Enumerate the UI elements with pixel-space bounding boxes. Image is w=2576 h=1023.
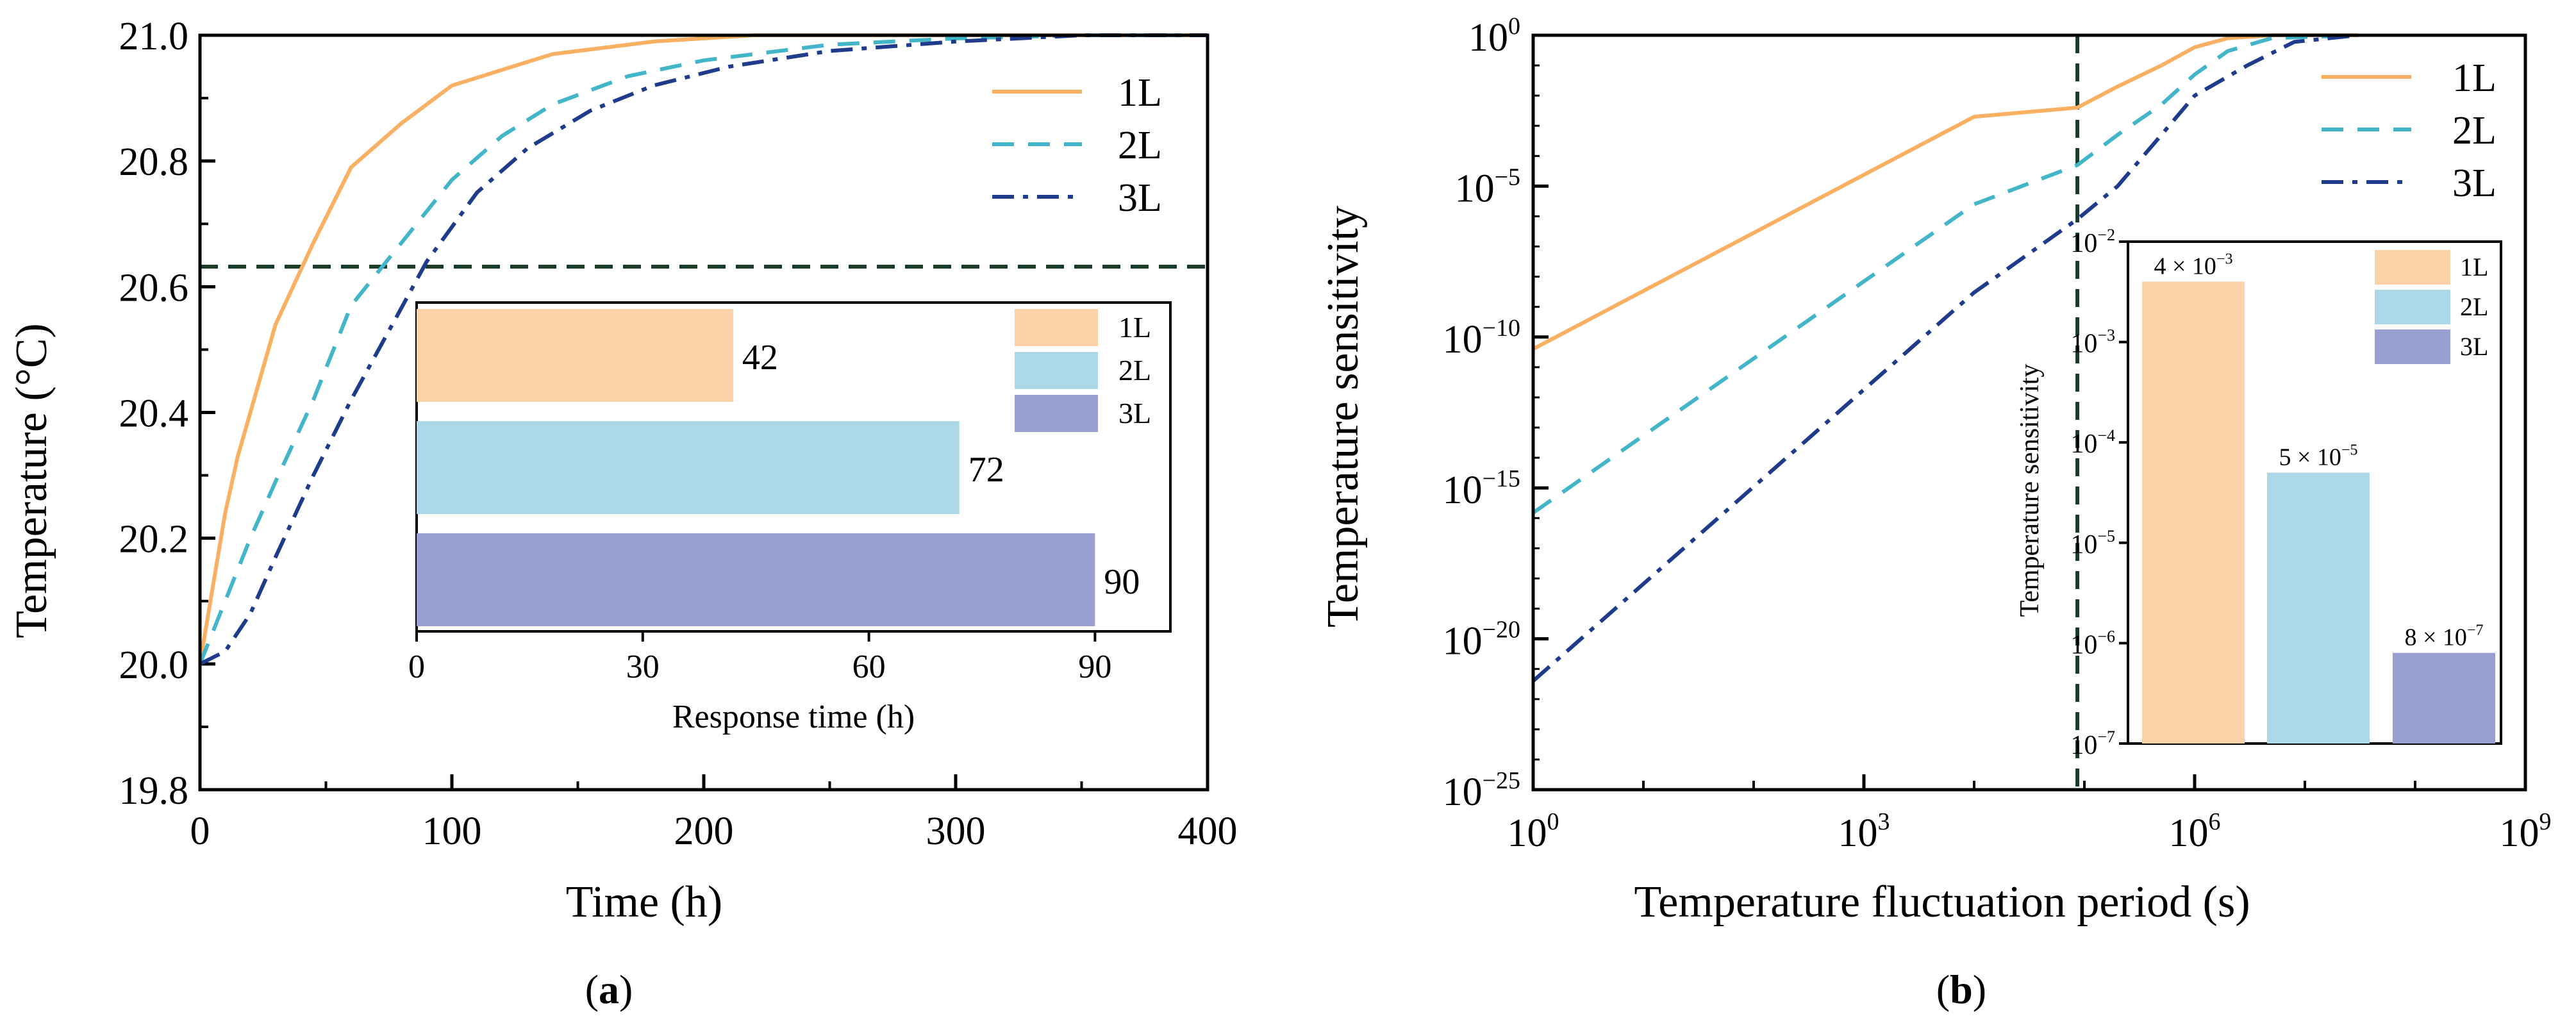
panel-a-inset-response-time: 42 72 90 0 30 60 90 Response time (h) 1L 2L 3L: [408, 301, 1172, 735]
inset-a-bar-2L: [417, 421, 960, 514]
x-tick-label: 100: [422, 810, 482, 853]
x-tick-label: 0: [190, 810, 210, 853]
inset-a-legend-swatch-1L: [1015, 309, 1098, 346]
y-tick-label: 10−5: [1455, 163, 1520, 210]
inset-a-legend-swatch-3L: [1015, 395, 1098, 432]
inset-a-bar-1L: [417, 309, 733, 402]
inset-a-bar-value-label: 42: [742, 338, 778, 378]
inset-a-bar-value-label: 90: [1104, 562, 1140, 602]
panel-a-y-axis-label: Temperature (°C): [7, 323, 56, 638]
panel-b-label: (b): [1936, 967, 1986, 1012]
inset-a-bars: 42 72 90: [417, 309, 1140, 626]
y-tick-label: 19.8: [119, 769, 189, 813]
inset-b-bar-3L: [2393, 653, 2495, 744]
panel-a-y-tick-labels: 19.8 20.0 20.2 20.4 20.6 20.8 21.0: [119, 15, 189, 813]
inset-b-y-tick-label: 10−6: [2070, 627, 2115, 660]
legend-label-1L: 1L: [1118, 71, 1162, 115]
panel-b-x-tick-labels: 100 103 106 109: [1508, 808, 2552, 855]
inset-b-legend-label-1L: 1L: [2460, 253, 2488, 281]
panel-a-label: (a): [585, 967, 633, 1012]
inset-a-bar-value-label: 72: [968, 450, 1004, 490]
y-tick-label: 10−25: [1443, 767, 1520, 814]
inset-a-ticks: 0 30 60 90: [408, 631, 1111, 685]
inset-b-legend-label-3L: 3L: [2460, 332, 2488, 361]
y-tick-label: 20.2: [119, 518, 189, 561]
y-tick-label: 10−10: [1443, 315, 1520, 362]
inset-b-legend-swatch-2L: [2375, 290, 2450, 324]
series-line-2L: [1532, 33, 2358, 515]
y-tick-label: 20.0: [119, 644, 189, 687]
panel-b-sensitivity-vs-period: 100 103 106 109 10−25 10−20 10−15 10−10 10−5 100…: [1318, 13, 2552, 1012]
panel-a-legend: 1L 2L 3L: [992, 71, 1162, 220]
inset-b-legend-swatch-1L: [2375, 250, 2450, 285]
x-tick-label: 200: [674, 810, 734, 853]
panel-b-legend: 1L 2L 3L: [2322, 56, 2497, 205]
inset-a-x-axis-label: Response time (h): [672, 699, 915, 735]
inset-b-bar-1L: [2142, 281, 2245, 744]
inset-b-y-tick-label: 10−2: [2070, 226, 2115, 258]
inset-b-legend-swatch-3L: [2375, 329, 2450, 364]
inset-a-x-tick-label: 0: [408, 649, 425, 685]
inset-a-bar-3L: [417, 533, 1095, 626]
series-line-3L: [199, 33, 1208, 666]
series-line-3L: [1532, 33, 2358, 683]
inset-a-legend-label-2L: 2L: [1118, 354, 1151, 387]
panel-a-temperature-vs-time: 0 100 200 300 400 19.820.020.220.420.620.821…: [7, 15, 1238, 1012]
inset-b-bar-value-label: 4 × 10−3: [2154, 251, 2233, 279]
panel-b-y-axis-label: Temperature sensitivity: [1318, 206, 1368, 628]
inset-b-ticks: 10−7 10−6 10−5 10−4 10−3 10−2: [2070, 226, 2128, 760]
series-line-2L: [198, 33, 1208, 665]
inset-b-y-tick-label: 10−3: [2070, 326, 2115, 359]
y-tick-label: 10−20: [1443, 617, 1520, 663]
inset-b-bar-value-label: 8 × 10−7: [2405, 622, 2484, 651]
x-tick-label: 106: [2169, 808, 2221, 855]
inset-a-legend-label-3L: 3L: [1118, 397, 1151, 429]
inset-a-legend-swatch-2L: [1015, 352, 1098, 389]
y-tick-label: 20.6: [119, 266, 189, 310]
panel-a-series: [198, 33, 1208, 666]
legend-label-3L: 3L: [2452, 162, 2497, 205]
y-tick-label: 10−15: [1443, 465, 1520, 512]
panel-b-plot-frame: [1531, 33, 2527, 792]
inset-a-x-tick-label: 90: [1078, 649, 1111, 685]
inset-b-y-tick-label: 10−5: [2070, 527, 2115, 560]
x-tick-label: 400: [1178, 810, 1238, 853]
inset-b-bars: 4 × 10−3 5 × 10−5 8 × 10−7: [2142, 251, 2495, 744]
inset-b-legend: 1L 2L 3L: [2375, 250, 2488, 364]
legend-label-2L: 2L: [1118, 124, 1162, 167]
panel-a-plot-frame: [198, 33, 1209, 792]
x-tick-label: 300: [926, 810, 986, 853]
panel-a-x-tick-labels: 0 100 200 300 400: [190, 810, 1238, 853]
inset-b-legend-label-2L: 2L: [2460, 292, 2488, 321]
x-tick-label: 109: [2500, 808, 2552, 855]
inset-b-y-axis-label: Temperature sensitivity: [2015, 364, 2045, 617]
panel-b-x-axis-label: Temperature fluctuation period (s): [1634, 877, 2250, 927]
inset-b-y-tick-label: 10−7: [2070, 728, 2115, 760]
panel-a-x-axis-label: Time (h): [566, 877, 722, 927]
legend-label-1L: 1L: [2452, 56, 2497, 100]
inset-b-y-tick-label: 10−4: [2070, 426, 2115, 459]
x-tick-label: 103: [1838, 808, 1890, 855]
legend-label-2L: 2L: [2452, 109, 2497, 153]
y-tick-label: 20.4: [119, 392, 189, 436]
y-tick-label: 100: [1468, 13, 1520, 60]
y-tick-label: 21.0: [119, 15, 189, 58]
inset-b-bar-2L: [2267, 472, 2370, 744]
inset-a-x-tick-label: 30: [626, 649, 660, 685]
inset-a-legend-label-1L: 1L: [1118, 311, 1151, 344]
panel-b-inset-sensitivity-bars: 4 × 10−35 × 10−58 × 10−7 10−710−610−510−…: [2015, 226, 2502, 760]
inset-a-legend: 1L 2L 3L: [1015, 309, 1151, 432]
panel-b-y-tick-labels: 10−25 10−20 10−15 10−10 10−5 100: [1443, 13, 1520, 814]
legend-label-3L: 3L: [1118, 176, 1162, 220]
inset-a-x-tick-label: 60: [852, 649, 886, 685]
series-line-1L: [198, 33, 1208, 665]
x-tick-label: 100: [1508, 808, 1559, 855]
inset-b-bar-value-label: 5 × 10−5: [2279, 442, 2358, 470]
y-tick-label: 20.8: [119, 140, 189, 184]
